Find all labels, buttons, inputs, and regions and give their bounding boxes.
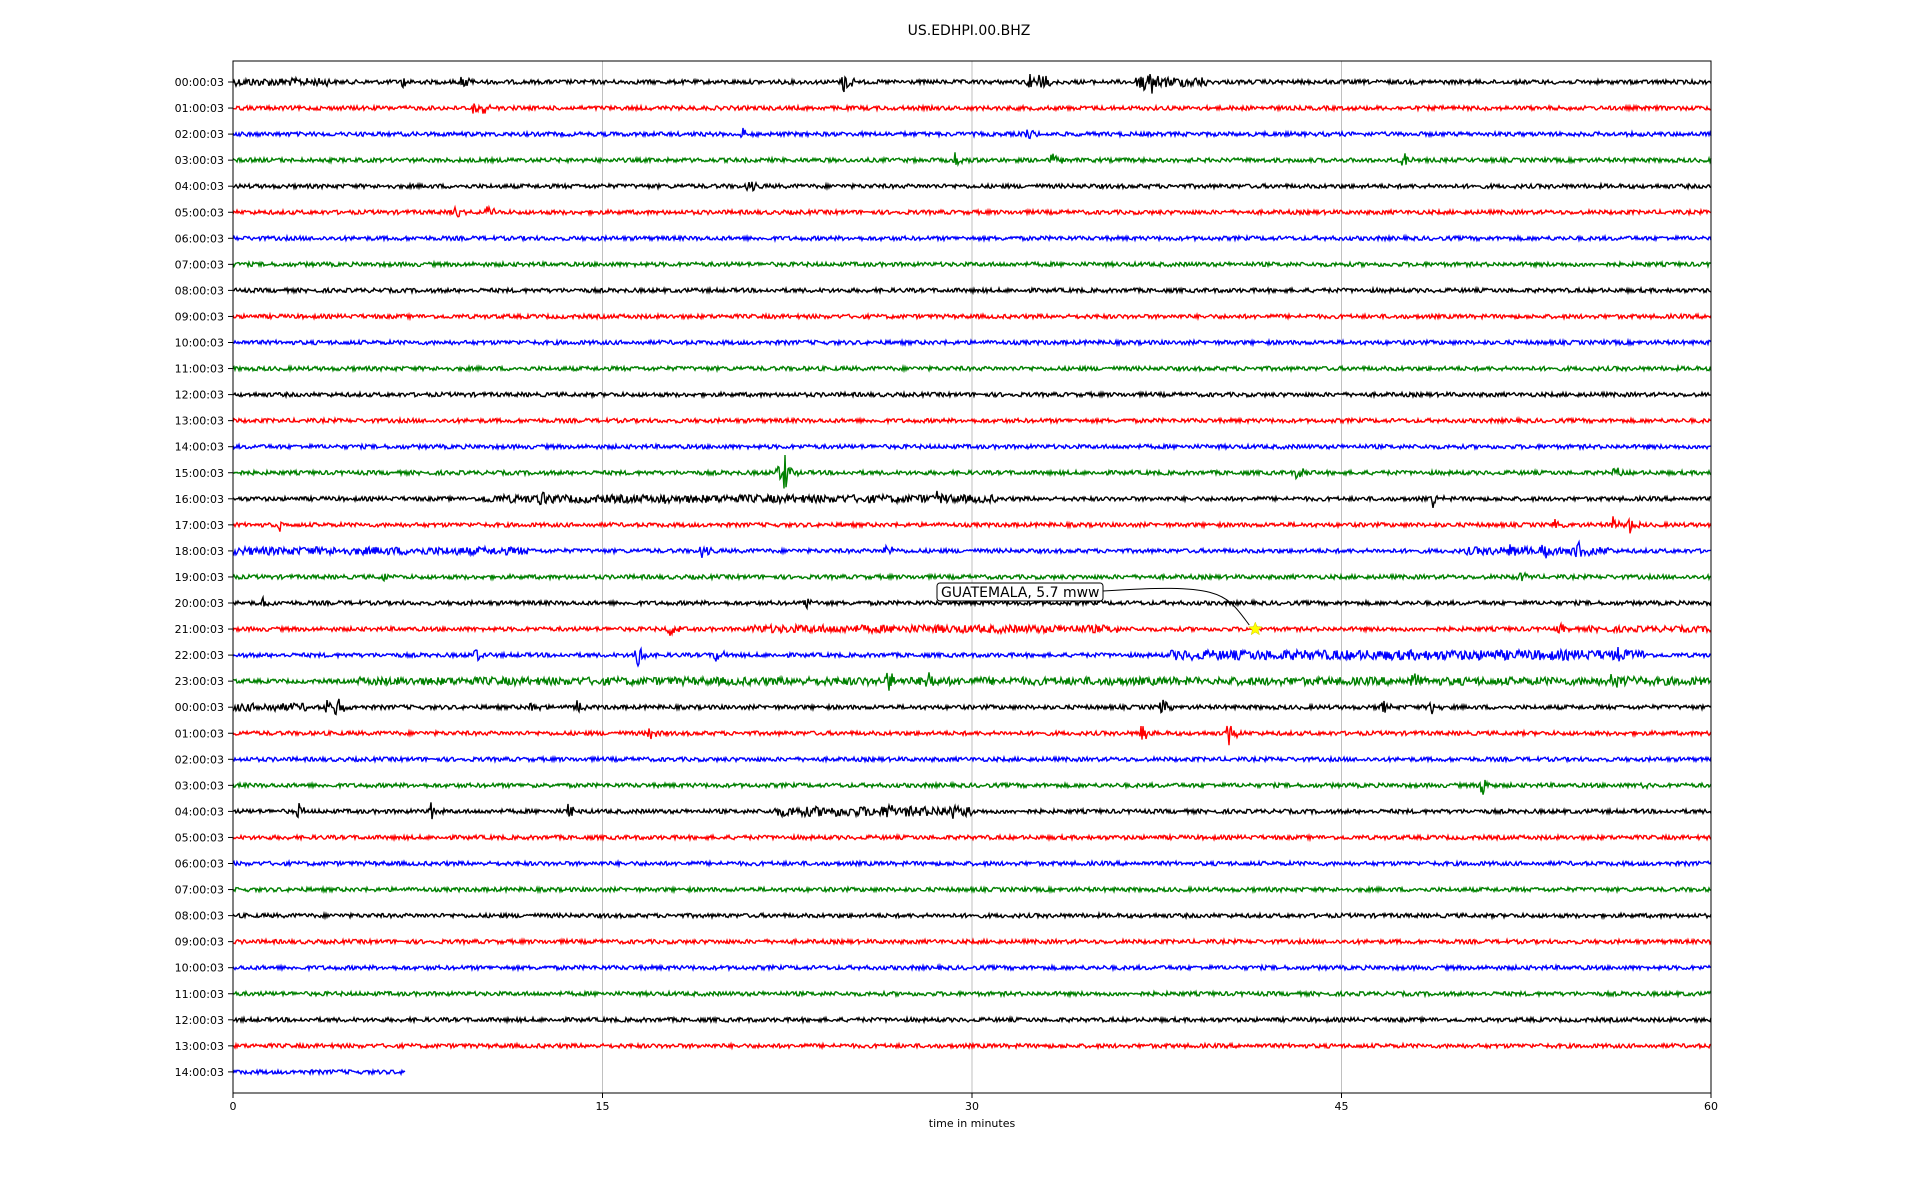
- trace-row: [232, 672, 1712, 691]
- y-tick-label: 11:00:03: [175, 363, 224, 376]
- x-tick-label: 60: [1704, 1100, 1718, 1113]
- event-annotation: GUATEMALA, 5.7 mww: [936, 582, 1263, 636]
- trace-row: [232, 910, 1712, 921]
- trace-row: [232, 698, 1712, 716]
- y-tick-label: 06:00:03: [175, 232, 224, 245]
- y-tick-label: 11:00:03: [175, 988, 224, 1001]
- y-tick-label: 22:00:03: [175, 649, 224, 662]
- trace-row: [232, 152, 1712, 168]
- x-ticks: 0 15 30 45 60: [230, 1093, 1718, 1113]
- y-tick-label: 12:00:03: [175, 389, 224, 402]
- trace-row: [232, 516, 1712, 534]
- trace-row: [232, 802, 1712, 820]
- y-tick-label: 00:00:03: [175, 76, 224, 89]
- y-tick-label: 01:00:03: [175, 727, 224, 740]
- trace-row: [232, 936, 1712, 947]
- y-tick-label: 02:00:03: [175, 128, 224, 141]
- trace-row: [232, 539, 1712, 559]
- trace-row: [232, 454, 1712, 489]
- y-tick-label: 20:00:03: [175, 597, 224, 610]
- trace-row: [232, 725, 1712, 746]
- y-tick-label: 10:00:03: [175, 962, 224, 975]
- y-tick-label: 05:00:03: [175, 831, 224, 844]
- y-tick-label: 09:00:03: [175, 310, 224, 323]
- y-tick-label: 23:00:03: [175, 675, 224, 688]
- trace-row: [233, 103, 1712, 114]
- x-tick-label: 45: [1335, 1100, 1349, 1113]
- trace-row: [232, 1041, 1712, 1051]
- trace-row: [232, 646, 1712, 668]
- y-tick-label: 04:00:03: [175, 805, 224, 818]
- y-tick-label: 08:00:03: [175, 910, 224, 923]
- trace-row: [232, 884, 1712, 895]
- trace-row: [232, 415, 1712, 426]
- trace-row: [232, 1068, 406, 1077]
- trace-row: [232, 127, 1712, 140]
- annotation-box: [936, 582, 1104, 602]
- trace-row: [232, 337, 1712, 348]
- trace-row: [232, 204, 1712, 218]
- y-tick-label: 02:00:03: [175, 753, 224, 766]
- event-star-icon: [1247, 621, 1263, 636]
- y-tick-label: 01:00:03: [175, 102, 224, 115]
- y-tick-label: 06:00:03: [175, 858, 224, 871]
- y-tick-label: 14:00:03: [175, 441, 224, 454]
- x-tick-label: 30: [965, 1100, 979, 1113]
- y-tick-label: 09:00:03: [175, 936, 224, 949]
- y-tick-label: 05:00:03: [175, 206, 224, 219]
- trace-row: [232, 259, 1712, 270]
- y-tick-label: 12:00:03: [175, 1014, 224, 1027]
- y-tick-label: 03:00:03: [175, 154, 224, 167]
- trace-row: [232, 1015, 1712, 1025]
- y-tick-label: 13:00:03: [175, 1040, 224, 1053]
- trace-row: [232, 73, 1712, 94]
- y-tick-label: 18:00:03: [175, 545, 224, 558]
- y-tick-label: 10:00:03: [175, 337, 224, 350]
- y-tick-label: 00:00:03: [175, 701, 224, 714]
- trace-row: [232, 989, 1712, 999]
- plot-frame: [232, 60, 1712, 1094]
- x-tick-label: 15: [596, 1100, 610, 1113]
- y-tick-label: 04:00:03: [175, 180, 224, 193]
- y-tick-label: 07:00:03: [175, 884, 224, 897]
- annotation-arrow: [1102, 587, 1250, 626]
- trace-row: [232, 832, 1712, 843]
- trace-row: [232, 442, 1712, 452]
- trace-row: [232, 858, 1712, 869]
- y-tick-label: 08:00:03: [175, 284, 224, 297]
- y-tick-label: 17:00:03: [175, 519, 224, 532]
- y-tick-label: 15:00:03: [175, 467, 224, 480]
- trace-row: [232, 594, 1712, 611]
- trace-row: [232, 571, 1712, 583]
- trace-row: [232, 311, 1712, 322]
- y-tick-labels: 00:00:03 01:00:03 02:00:03 03:00:03 04:00:03…: [175, 76, 233, 1079]
- trace-row: [232, 180, 1712, 193]
- trace-row: [232, 621, 1712, 637]
- trace-row: [232, 490, 1711, 509]
- trace-row: [232, 962, 1712, 973]
- trace-row: [232, 390, 1712, 400]
- y-tick-label: 16:00:03: [175, 493, 224, 506]
- y-tick-label: 03:00:03: [175, 779, 224, 792]
- y-tick-label: 13:00:03: [175, 415, 224, 428]
- y-tick-label: 14:00:03: [175, 1066, 224, 1079]
- trace-row: [232, 233, 1712, 244]
- y-tick-label: 19:00:03: [175, 571, 224, 584]
- y-tick-label: 21:00:03: [175, 623, 224, 636]
- trace-row: [232, 779, 1712, 795]
- annotation-label: GUATEMALA, 5.7 mww: [941, 585, 1100, 601]
- chart-title: US.EDHPI.00.BHZ: [908, 23, 1031, 39]
- trace-row: [232, 285, 1712, 296]
- trace-group: [232, 73, 1712, 1077]
- trace-row: [232, 363, 1712, 374]
- trace-row: [232, 754, 1712, 764]
- y-tick-label: 07:00:03: [175, 258, 224, 271]
- x-axis-label: time in minutes: [929, 1117, 1016, 1130]
- x-tick-label: 0: [230, 1100, 237, 1113]
